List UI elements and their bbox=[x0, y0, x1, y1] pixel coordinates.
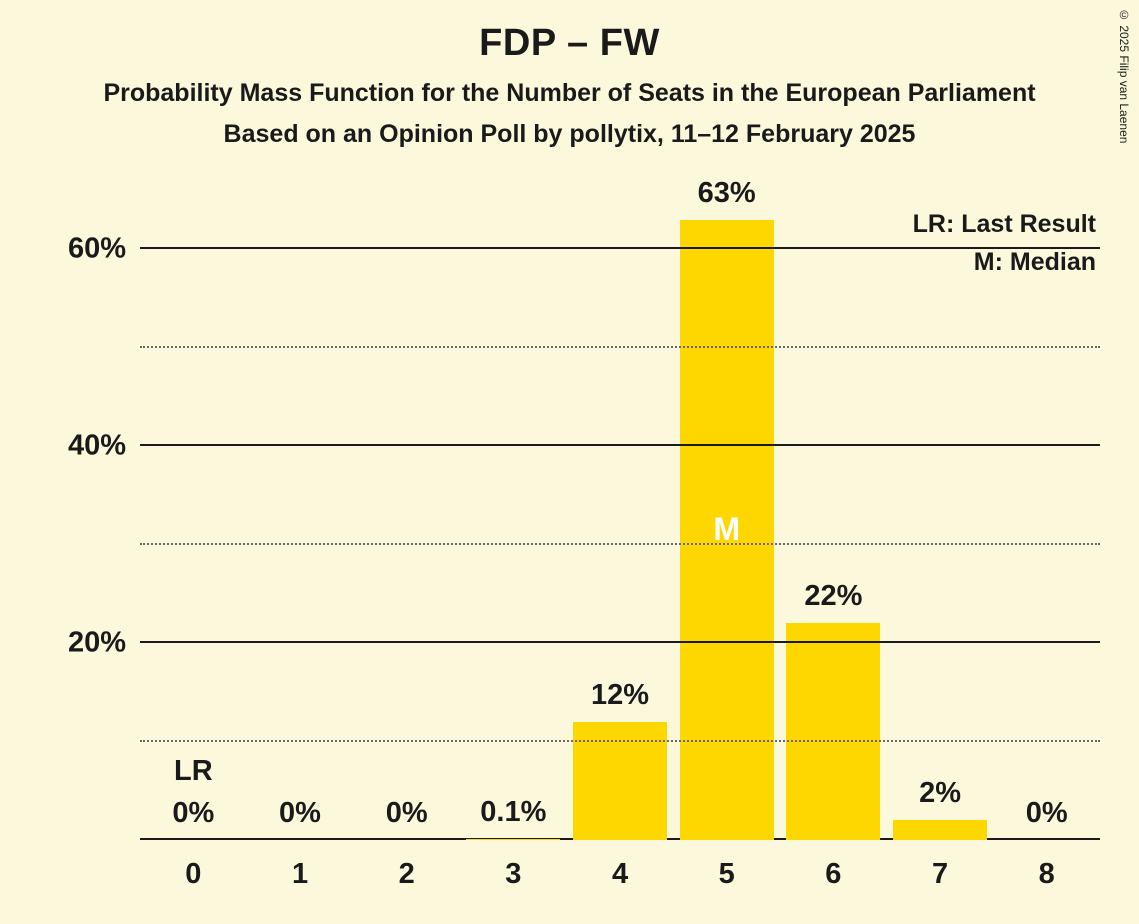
bar-value-label: 22% bbox=[780, 580, 887, 613]
bar-value-label: 63% bbox=[673, 177, 780, 210]
gridline-major: 20% bbox=[140, 641, 1100, 643]
bar-column: 2%7 bbox=[887, 200, 994, 840]
bar-column: 0%2 bbox=[353, 200, 460, 840]
gridline-minor bbox=[140, 543, 1100, 545]
chart-title: FDP – FW bbox=[0, 0, 1139, 65]
gridline-major: 60% bbox=[140, 247, 1100, 249]
bar-value-label: 12% bbox=[567, 679, 674, 712]
bar bbox=[786, 623, 880, 840]
bar-column: 22%6 bbox=[780, 200, 887, 840]
x-tick-label: 4 bbox=[567, 858, 674, 891]
y-tick-label: 60% bbox=[68, 233, 126, 266]
chart-plot-area: LR: Last Result M: Median 0%LR00%10%20.1… bbox=[140, 200, 1100, 840]
bar-column: 0%8 bbox=[993, 200, 1100, 840]
lr-marker: LR bbox=[140, 755, 247, 788]
gridline-minor bbox=[140, 740, 1100, 742]
chart-subtitle-1: Probability Mass Function for the Number… bbox=[0, 79, 1139, 108]
chart-subtitle-2: Based on an Opinion Poll by pollytix, 11… bbox=[0, 120, 1139, 149]
bar-value-label: 0.1% bbox=[460, 796, 567, 829]
bar-column: 0%LR0 bbox=[140, 200, 247, 840]
x-tick-label: 0 bbox=[140, 858, 247, 891]
x-tick-label: 8 bbox=[993, 858, 1100, 891]
bar-column: 0%1 bbox=[247, 200, 354, 840]
bar-value-label: 0% bbox=[247, 797, 354, 830]
gridline-major: 40% bbox=[140, 444, 1100, 446]
bar-column: 63%M5 bbox=[673, 200, 780, 840]
bar bbox=[466, 839, 560, 840]
x-tick-label: 6 bbox=[780, 858, 887, 891]
bar-column: 12%4 bbox=[567, 200, 674, 840]
bar bbox=[893, 820, 987, 840]
x-tick-label: 5 bbox=[673, 858, 780, 891]
x-tick-label: 3 bbox=[460, 858, 567, 891]
bar-value-label: 0% bbox=[353, 797, 460, 830]
gridline-minor bbox=[140, 346, 1100, 348]
bar-value-label: 0% bbox=[993, 797, 1100, 830]
bar-value-label: 0% bbox=[140, 797, 247, 830]
x-tick-label: 1 bbox=[247, 858, 354, 891]
x-tick-label: 2 bbox=[353, 858, 460, 891]
x-tick-label: 7 bbox=[887, 858, 994, 891]
y-tick-label: 20% bbox=[68, 627, 126, 660]
bar-column: 0.1%3 bbox=[460, 200, 567, 840]
bar-value-label: 2% bbox=[887, 777, 994, 810]
y-tick-label: 40% bbox=[68, 430, 126, 463]
bars-container: 0%LR00%10%20.1%312%463%M522%62%70%8 bbox=[140, 200, 1100, 840]
copyright-text: © 2025 Filip van Laenen bbox=[1117, 8, 1131, 143]
